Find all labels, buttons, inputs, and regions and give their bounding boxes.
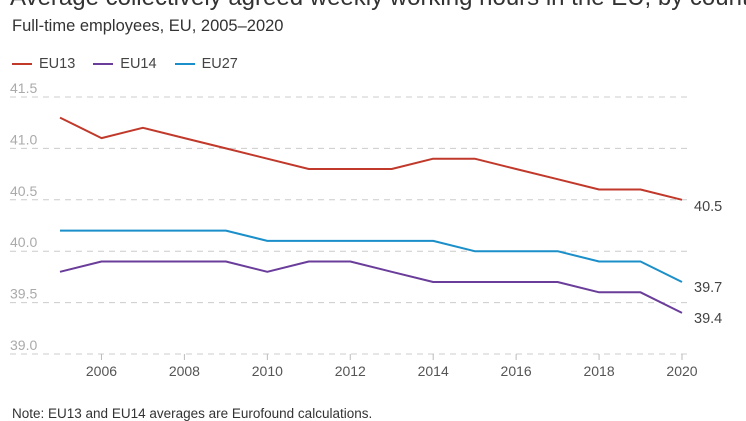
y-tick-label: 39.5 xyxy=(10,286,37,302)
series-line-eu13 xyxy=(59,116,683,201)
legend-label-eu14: EU14 xyxy=(120,56,157,72)
x-tick-label: 2020 xyxy=(666,363,697,379)
x-tick-label: 2018 xyxy=(583,363,614,379)
legend-label-eu13: EU13 xyxy=(39,56,76,72)
y-tick-label: 41.5 xyxy=(10,80,37,96)
legend-swatch-eu27 xyxy=(174,63,195,65)
legend-item-eu27: EU27 xyxy=(174,56,238,72)
y-tick-label: 40.5 xyxy=(10,183,37,199)
legend-swatch-eu14 xyxy=(93,63,114,65)
end-label-eu13: 40.5 xyxy=(694,199,722,215)
end-label-eu27: 39.7 xyxy=(694,280,722,296)
x-tick-label: 2008 xyxy=(169,363,200,379)
legend-label-eu27: EU27 xyxy=(201,56,238,72)
y-tick-label: 41.0 xyxy=(10,131,37,147)
y-tick-label: 40.0 xyxy=(10,234,37,250)
x-tick-label: 2006 xyxy=(86,363,117,379)
x-tick-label: 2014 xyxy=(418,363,449,379)
x-tick-label: 2012 xyxy=(335,363,366,379)
x-tick-label: 2010 xyxy=(252,363,283,379)
series-line-eu27 xyxy=(60,229,683,283)
chart-title: Average collectively agreed weekly worki… xyxy=(10,0,746,12)
legend-item-eu13: EU13 xyxy=(12,56,75,72)
legend-item-eu14: EU14 xyxy=(93,56,157,72)
end-label-eu14: 39.4 xyxy=(694,311,722,327)
x-tick-label: 2016 xyxy=(501,363,532,379)
footnote: Note: EU13 and EU14 averages are Eurofou… xyxy=(12,406,373,421)
series-line-eu14 xyxy=(59,260,683,314)
chart-subtitle: Full-time employees, EU, 2005–2020 xyxy=(12,17,284,35)
y-tick-label: 39.0 xyxy=(10,337,37,353)
legend-swatch-eu13 xyxy=(12,63,32,65)
legend: EU13 EU14 EU27 xyxy=(12,56,238,72)
